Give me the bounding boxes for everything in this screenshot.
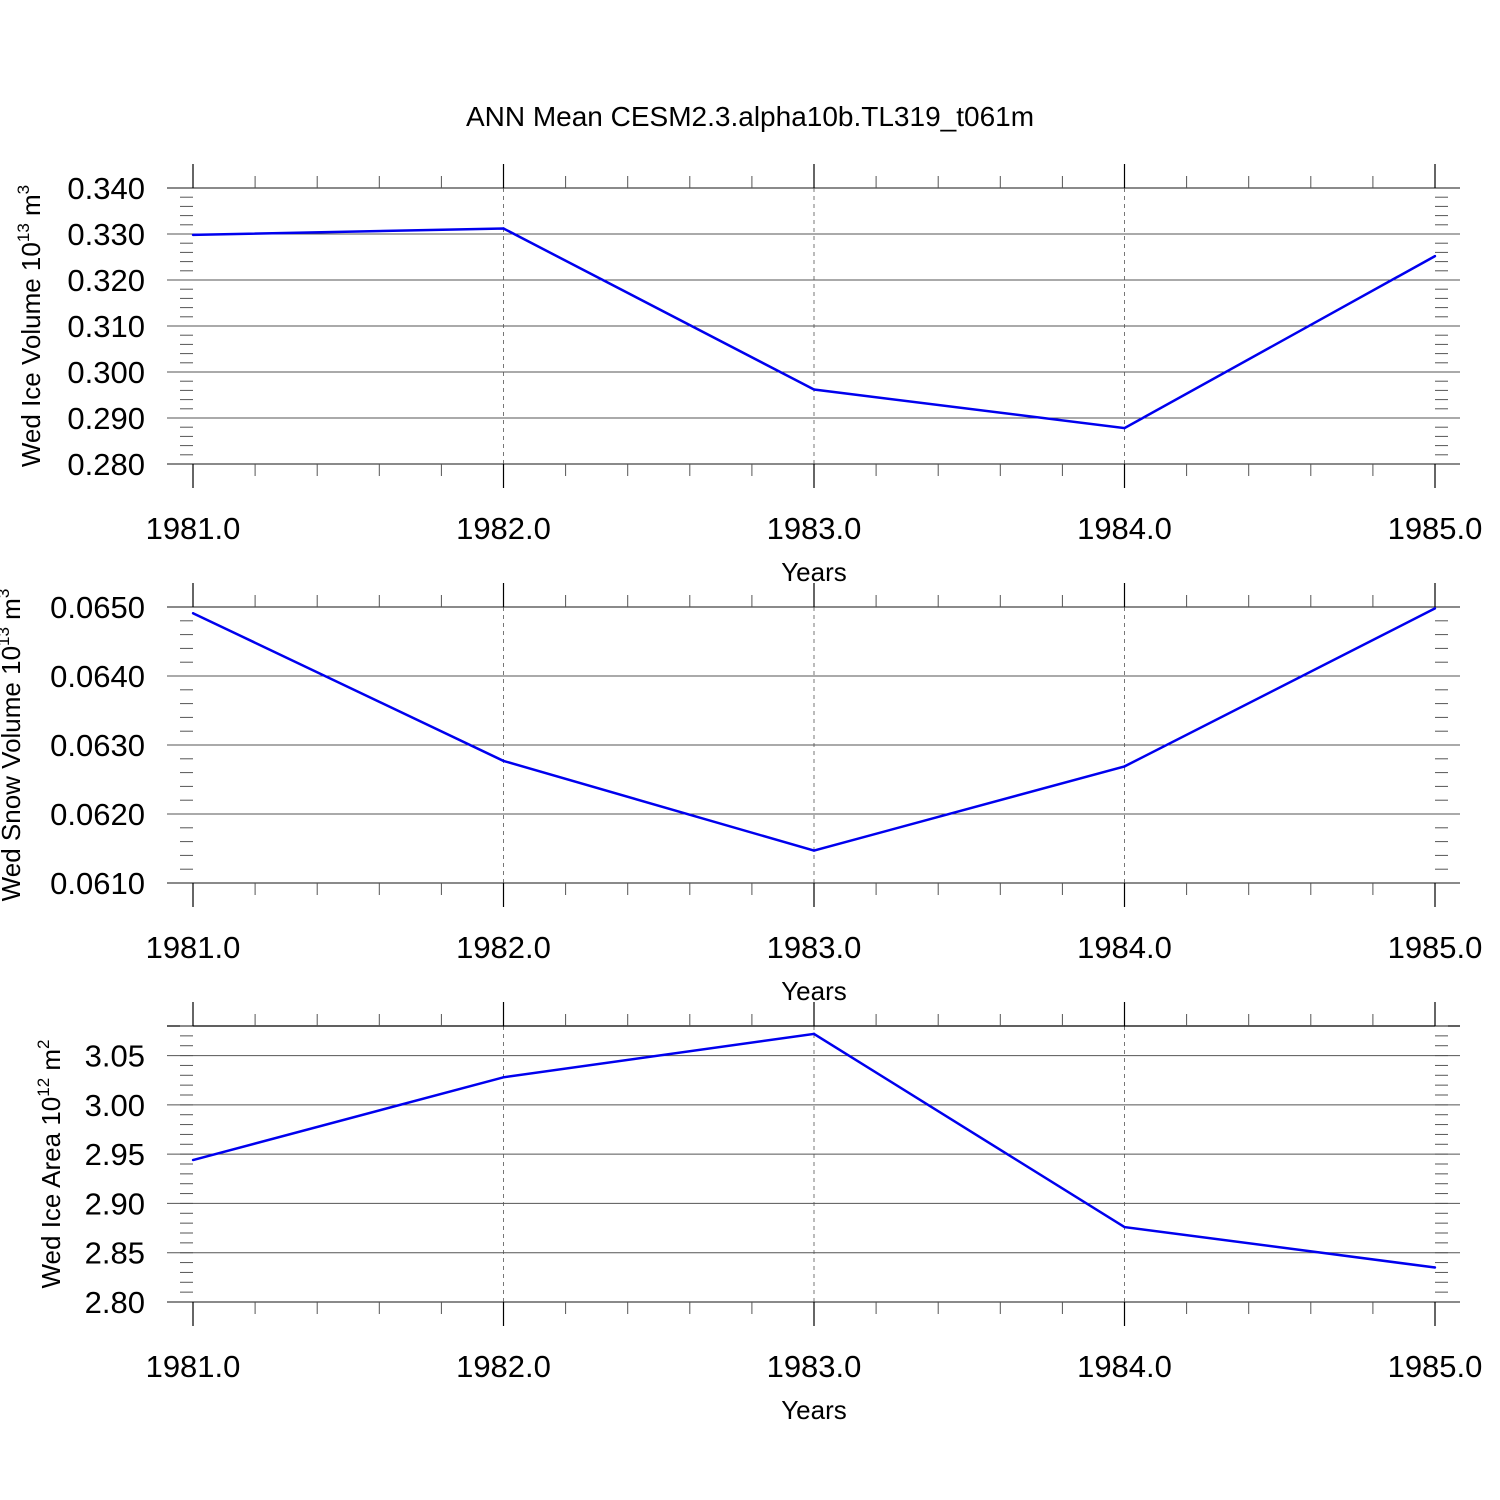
y-tick-label: 0.290: [67, 401, 145, 436]
x-tick-label: 1982.0: [456, 511, 551, 546]
x-tick-label: 1981.0: [146, 1349, 241, 1384]
data-point: [1123, 765, 1126, 768]
y-axis-title: Wed Snow Volume 1013 m3: [0, 589, 26, 902]
data-point: [1123, 426, 1126, 430]
y-axis-title: Wed Ice Area 1012 m2: [34, 1039, 66, 1288]
y-tick-label: 2.90: [85, 1186, 145, 1221]
data-point: [812, 849, 816, 852]
y-tick-label: 0.300: [67, 355, 145, 390]
data-point: [191, 612, 195, 615]
data-point: [502, 759, 505, 763]
data-point: [1433, 254, 1437, 258]
y-tick-label: 0.330: [67, 217, 145, 252]
data-point: [502, 1076, 505, 1079]
data-point: [191, 1158, 195, 1162]
data-point: [502, 227, 505, 230]
x-tick-label: 1983.0: [767, 511, 862, 546]
x-tick-label: 1984.0: [1077, 1349, 1172, 1384]
x-tick-label: 1981.0: [146, 511, 241, 546]
data-point: [191, 233, 195, 237]
y-tick-label: 2.80: [85, 1285, 145, 1320]
x-tick-label: 1982.0: [456, 930, 551, 965]
data-point: [1123, 1225, 1126, 1229]
y-tick-label: 0.310: [67, 309, 145, 344]
y-tick-label: 3.00: [85, 1088, 145, 1123]
y-tick-label: 0.320: [67, 263, 145, 298]
x-tick-label: 1985.0: [1388, 930, 1483, 965]
x-tick-label: 1983.0: [767, 930, 862, 965]
data-point: [1433, 1266, 1437, 1269]
y-tick-label: 0.0620: [50, 797, 145, 832]
data-point: [812, 1032, 816, 1036]
data-point: [1433, 607, 1437, 610]
y-tick-label: 2.95: [85, 1137, 145, 1172]
y-tick-label: 0.340: [67, 171, 145, 206]
panel-1: 0.280 0.290 0.300 0.310 0.320 0.330 0.340 1981.…: [14, 164, 1482, 587]
x-tick-label: 1985.0: [1388, 1349, 1483, 1384]
chart-title: ANN Mean CESM2.3.alpha10b.TL319_t061m: [466, 101, 1034, 132]
x-tick-label: 1984.0: [1077, 511, 1172, 546]
panel-3: 2.80 2.85 2.90 2.95 3.00 3.05 1981.0 1982.0 1983…: [34, 1002, 1482, 1425]
y-tick-label: 0.0610: [50, 866, 145, 901]
x-axis-title: Years: [781, 976, 847, 1006]
x-tick-label: 1982.0: [456, 1349, 551, 1384]
y-tick-label: 0.0650: [50, 590, 145, 625]
x-tick-label: 1981.0: [146, 930, 241, 965]
y-tick-label: 3.05: [85, 1039, 145, 1074]
x-tick-label: 1983.0: [767, 1349, 862, 1384]
x-axis-title: Years: [781, 1395, 847, 1425]
y-tick-label: 0.0640: [50, 659, 145, 694]
y-axis-title: Wed Ice Volume 1013 m3: [14, 185, 46, 467]
panel-2: 0.0610 0.0620 0.0630 0.0640 0.0650 1981.0 1982…: [0, 583, 1482, 1006]
y-tick-label: 0.0630: [50, 728, 145, 763]
y-tick-label: 0.280: [67, 447, 145, 482]
x-tick-label: 1985.0: [1388, 511, 1483, 546]
data-point: [812, 388, 816, 391]
x-axis-title: Years: [781, 557, 847, 587]
y-tick-label: 2.85: [85, 1236, 145, 1271]
x-tick-label: 1984.0: [1077, 930, 1172, 965]
